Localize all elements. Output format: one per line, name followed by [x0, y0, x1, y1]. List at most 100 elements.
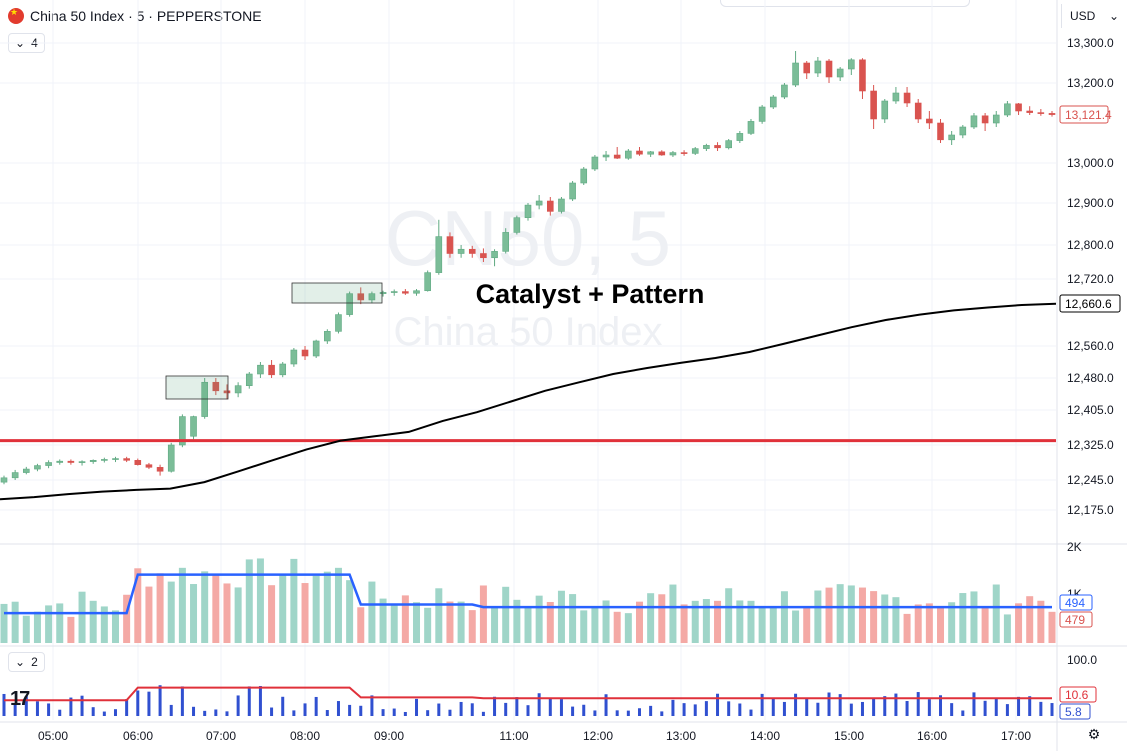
volume-bar	[290, 558, 298, 643]
candle-body	[223, 390, 231, 394]
oscillator-bar	[983, 700, 987, 716]
oscillator-bar	[392, 708, 396, 716]
tradingview-logo[interactable]: 17	[10, 688, 30, 710]
volume-bar	[524, 607, 532, 643]
oscillator-bar	[526, 705, 530, 716]
oscillator-bar	[69, 697, 73, 716]
y-tick-label: 12,175.0	[1067, 503, 1114, 517]
x-tick-label: 07:00	[206, 729, 236, 743]
volume-axis-label: 2K	[1067, 540, 1082, 554]
candle-body	[179, 416, 186, 446]
oscillator-bar	[994, 698, 998, 716]
volume-bar	[78, 591, 86, 643]
volume-bar	[669, 584, 677, 643]
candle-body	[56, 460, 64, 463]
volume-bar	[502, 586, 510, 643]
oscillator-bar	[916, 692, 920, 716]
annotation-text: Catalyst + Pattern	[476, 279, 705, 309]
oscillator-bar	[470, 703, 474, 716]
oscillator-bar	[515, 697, 519, 716]
gear-icon[interactable]: ⚙	[1087, 726, 1101, 742]
candle-body	[0, 477, 8, 483]
last-price-badge: 13,121.4	[1065, 108, 1112, 122]
oscillator-bar	[838, 694, 842, 716]
volume-bar	[925, 603, 933, 643]
oscillator-bar	[113, 709, 117, 716]
y-tick-label: 13,200.0	[1067, 76, 1114, 90]
oscillator-bar	[426, 710, 430, 716]
oscillator-bar	[827, 692, 831, 716]
trend-line	[0, 302, 1057, 501]
volume-bar	[870, 591, 878, 643]
oscillator-bar	[727, 701, 731, 716]
oscillator-bar	[604, 694, 608, 716]
volume-bar	[468, 610, 476, 643]
oscillator-bar	[24, 696, 28, 716]
y-tick-label: 13,000.0	[1067, 156, 1114, 170]
candle-body	[491, 251, 498, 259]
candle-body	[312, 340, 320, 357]
candle-body	[101, 459, 108, 461]
volume-bar	[992, 584, 1000, 643]
volume-bar	[479, 585, 487, 643]
oscillator-bar	[13, 703, 17, 716]
candle-body	[468, 248, 476, 254]
candle-body	[625, 150, 632, 159]
volume-bar	[881, 594, 889, 643]
candle-body	[1048, 113, 1056, 115]
candle-body	[11, 472, 19, 479]
oscillator-bar	[169, 704, 173, 716]
chart-header: China 50 Index · 5 · PEPPERSTONE	[8, 6, 262, 26]
volume-bar	[167, 581, 175, 643]
x-tick-label: 12:00	[583, 729, 613, 743]
x-tick-label: 16:00	[917, 729, 947, 743]
volume-bar	[959, 593, 967, 643]
volume-bar	[814, 590, 822, 643]
symbol-title[interactable]: China 50 Index · 5 · PEPPERSTONE	[30, 8, 262, 24]
volume-ma-badge-bg	[1059, 594, 1093, 611]
volume-bar	[301, 583, 309, 643]
consolidation-box-1	[165, 375, 229, 400]
currency-selector[interactable]: USD ⌄	[1061, 4, 1127, 28]
candle-body	[981, 115, 989, 124]
candle-body	[67, 460, 75, 463]
volume-bar	[11, 601, 19, 643]
volume-bar	[100, 606, 108, 643]
oscillator-bar	[816, 702, 820, 716]
candle-body	[457, 248, 465, 254]
volume-bar	[190, 584, 198, 643]
volume-bar	[714, 600, 722, 643]
oscillator-bar	[939, 695, 943, 716]
candle-body	[257, 364, 264, 375]
oscillator-bar	[582, 704, 586, 716]
lower-pane-indicators-toggle[interactable]: ⌄ 2	[8, 652, 45, 672]
volume-bar	[256, 558, 264, 643]
volume-bar	[546, 601, 554, 643]
candle-body	[914, 102, 922, 120]
volume-bar	[22, 615, 30, 643]
volume-bar	[658, 594, 666, 643]
volume-ma-line	[4, 573, 1052, 615]
candle-body	[112, 458, 119, 460]
oscillator-bar	[671, 699, 675, 716]
candle-body	[870, 90, 877, 120]
oscillator-bar	[292, 710, 296, 716]
x-tick-label: 17:00	[1001, 729, 1031, 743]
x-tick-label: 14:00	[750, 729, 780, 743]
volume-bar	[680, 604, 688, 643]
oscillator-bar	[794, 693, 798, 716]
oscillator-bar	[559, 699, 563, 716]
currency-label: USD	[1070, 9, 1096, 23]
volume-bar	[212, 573, 220, 643]
oscillator-bar	[626, 710, 630, 716]
candle-body	[234, 385, 242, 394]
oscillator-bar	[660, 711, 664, 716]
candle-body	[402, 291, 409, 294]
volume-bar	[937, 607, 945, 643]
osc-bar-badge-bg	[1059, 703, 1091, 720]
oscillator-bar	[1017, 696, 1021, 716]
volume-bar	[379, 598, 387, 643]
y-tick-label: 12,800.0	[1067, 238, 1114, 252]
volume-bar	[836, 584, 844, 643]
